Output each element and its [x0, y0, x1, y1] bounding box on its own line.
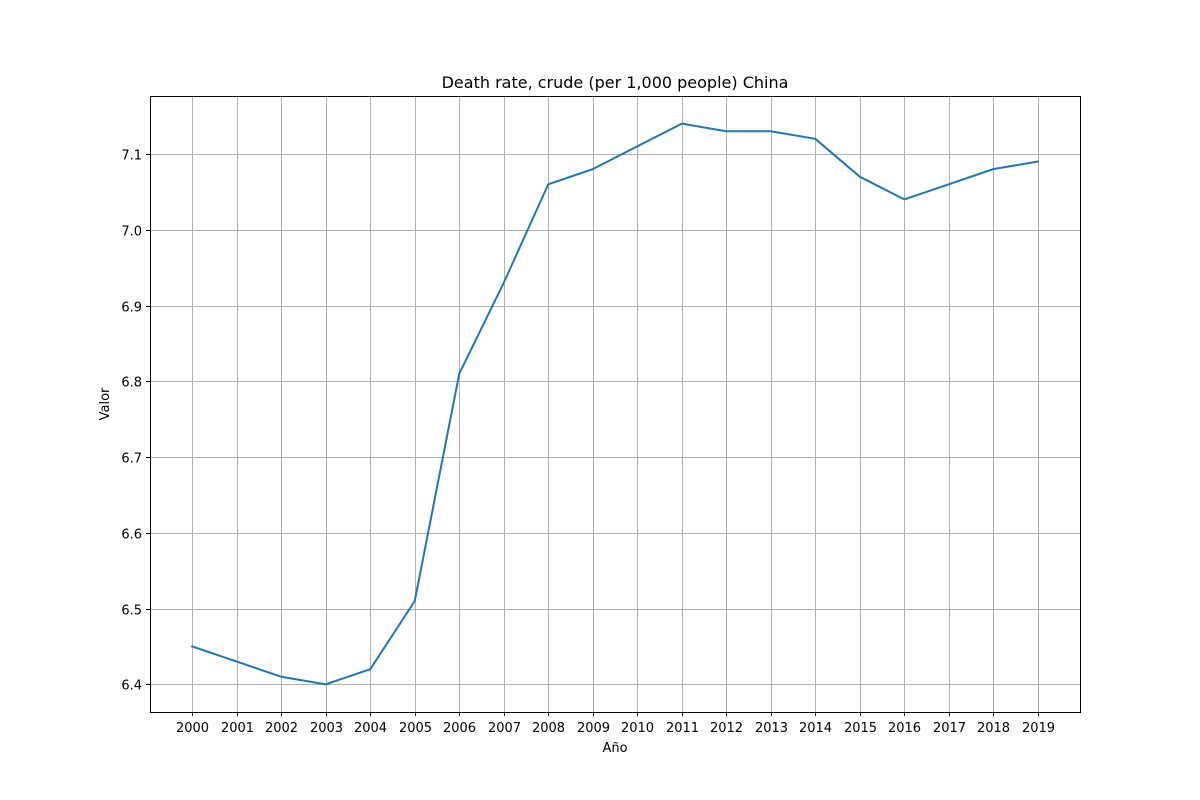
x-tick-label: 2012	[710, 721, 743, 736]
y-tick-label: 6.9	[121, 301, 142, 316]
x-tick-label: 2013	[755, 721, 788, 736]
y-tick-label: 6.7	[121, 452, 142, 467]
x-tick-label: 2010	[621, 721, 654, 736]
chart-title: Death rate, crude (per 1,000 people) Chi…	[442, 73, 789, 92]
y-tick-label: 6.6	[121, 528, 142, 543]
x-tick-label: 2019	[1022, 721, 1055, 736]
x-tick-label: 2014	[799, 721, 832, 736]
axis-ticks: 2000 2001 2002 2003 2004 2005 2006 2007 2008 2009…	[121, 149, 1055, 737]
x-tick-label: 2001	[221, 721, 254, 736]
x-axis-title: Año	[602, 741, 627, 756]
y-tick-label: 7.1	[121, 149, 142, 164]
x-tick-label: 2011	[666, 721, 699, 736]
plot-area-frame	[150, 96, 1081, 713]
y-axis-title: Valor	[98, 387, 113, 420]
y-tick-label: 6.5	[121, 604, 142, 619]
series-layer	[191, 122, 1039, 686]
x-tick-label: 2009	[577, 721, 610, 736]
y-tick-label: 7.0	[121, 225, 142, 240]
series-line	[191, 122, 1039, 686]
x-tick-label: 2018	[977, 721, 1010, 736]
x-tick-label: 2008	[532, 721, 565, 736]
x-tick-label: 2015	[844, 721, 877, 736]
x-tick-label: 2017	[933, 721, 966, 736]
x-tick-label: 2004	[354, 721, 387, 736]
y-tick-label: 6.4	[121, 679, 142, 694]
x-tick-label: 2005	[399, 721, 432, 736]
x-tick-label: 2003	[310, 721, 343, 736]
x-tick-label: 2016	[888, 721, 921, 736]
y-tick-label: 6.8	[121, 376, 142, 391]
x-tick-label: 2000	[176, 721, 209, 736]
grid	[150, 96, 1080, 712]
x-tick-label: 2006	[443, 721, 476, 736]
x-tick-label: 2007	[488, 721, 521, 736]
x-tick-label: 2002	[265, 721, 298, 736]
